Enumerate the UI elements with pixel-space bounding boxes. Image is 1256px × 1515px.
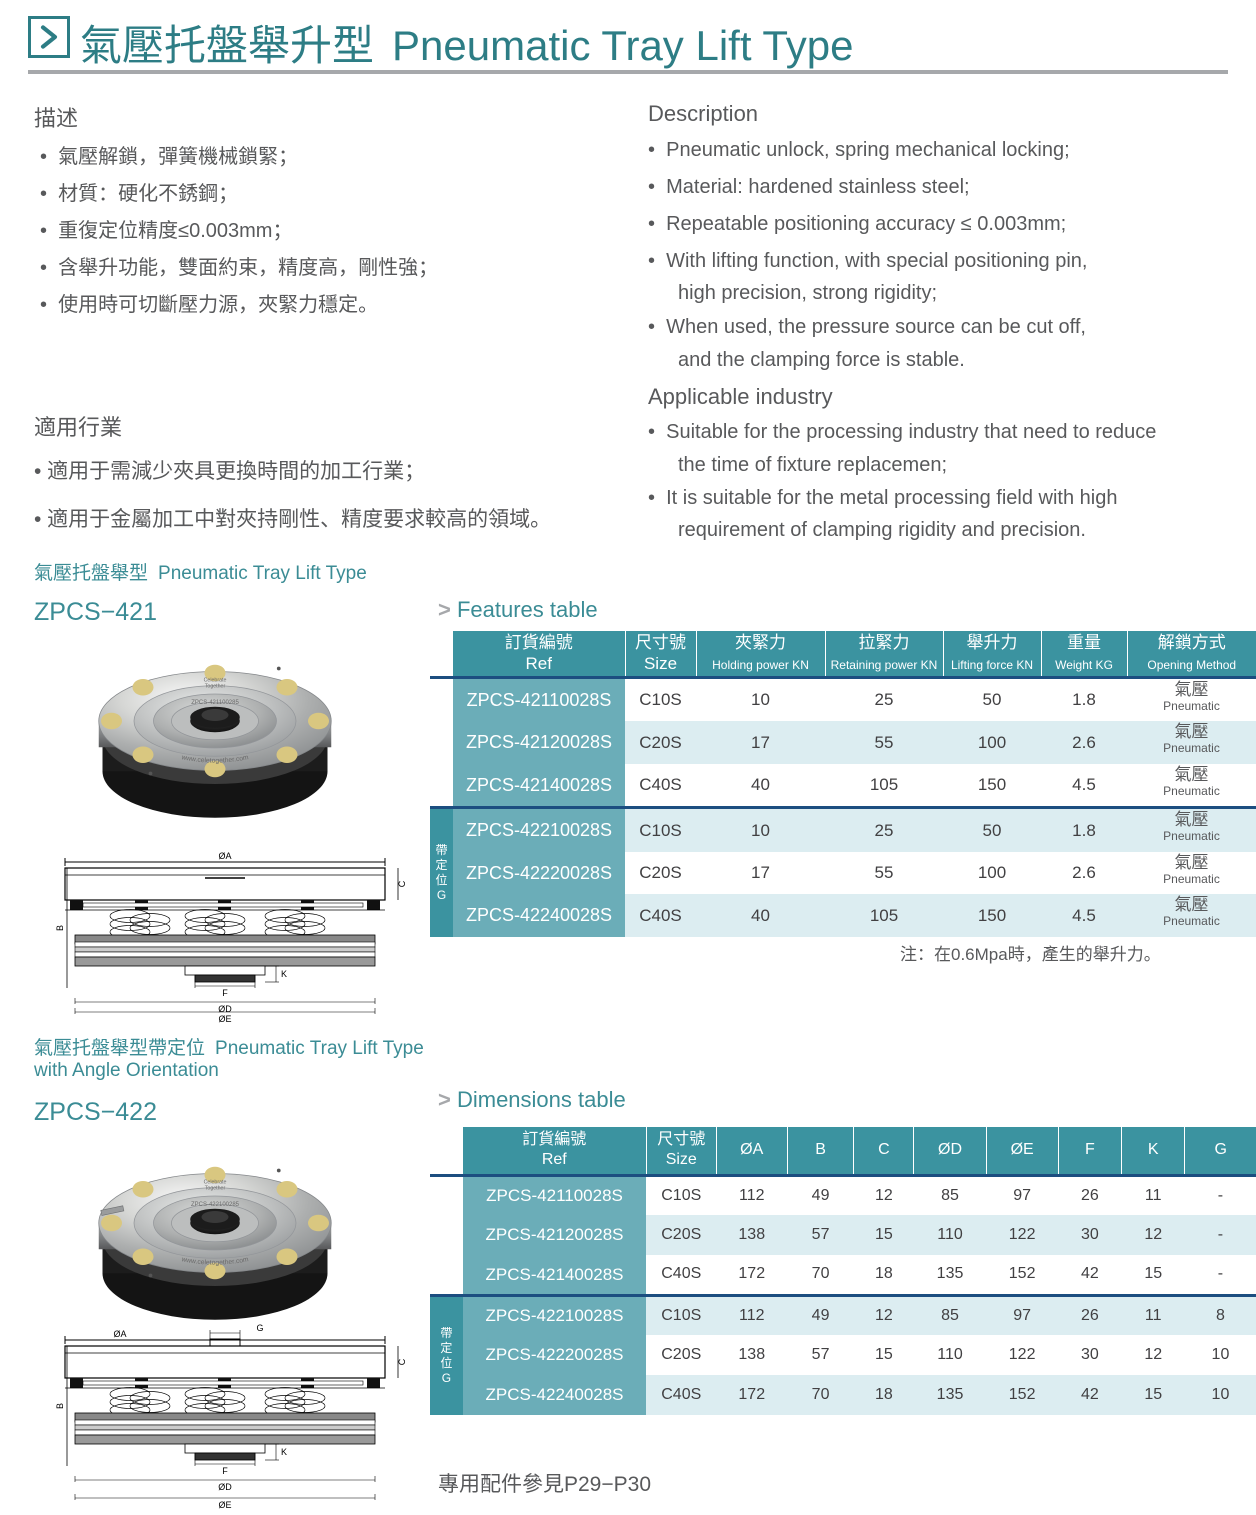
svg-text:ØA: ØA	[113, 1329, 126, 1339]
svg-text:ZPCS-421100285: ZPCS-421100285	[191, 700, 239, 706]
svg-text:ØE: ØE	[218, 1014, 231, 1024]
svg-text:ØE: ØE	[218, 1500, 231, 1510]
svg-text:C: C	[397, 1358, 407, 1365]
svg-text:C: C	[397, 880, 407, 887]
svg-text:F: F	[222, 1466, 228, 1476]
svg-text:B: B	[55, 925, 65, 931]
svg-text:ØD: ØD	[218, 1482, 232, 1492]
svg-text:G: G	[256, 1323, 263, 1333]
svg-text:Celebrate: Celebrate	[204, 1179, 227, 1185]
svg-text:Together: Together	[205, 1185, 226, 1191]
svg-text:ØD: ØD	[218, 1004, 232, 1014]
svg-text:Celebrate: Celebrate	[204, 677, 227, 683]
svg-text:F: F	[222, 988, 228, 998]
svg-text:Together: Together	[205, 683, 226, 689]
svg-text:K: K	[281, 1447, 287, 1457]
svg-text:B: B	[55, 1403, 65, 1409]
svg-text:K: K	[281, 969, 287, 979]
svg-text:ZPCS-422100285: ZPCS-422100285	[191, 1202, 240, 1208]
svg-text:ØA: ØA	[218, 851, 231, 861]
